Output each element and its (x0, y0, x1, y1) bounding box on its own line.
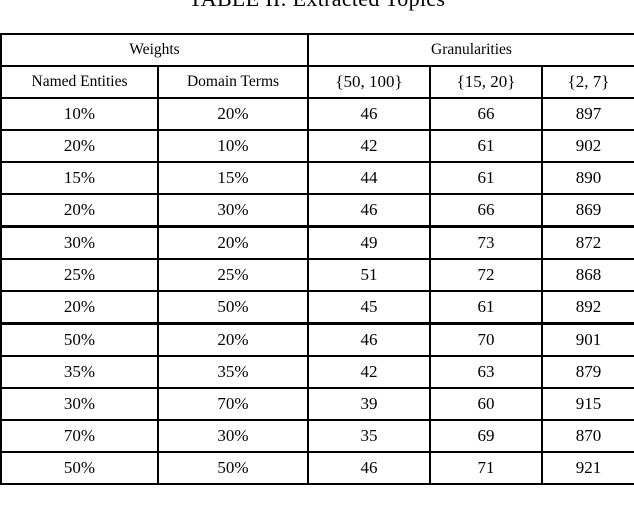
granularity-2-7-cell: 921 (541, 451, 634, 485)
table-row: 30% 70% 39 60 915 (0, 387, 634, 421)
domain-terms-cell: 50% (156, 451, 310, 485)
header-granularity-50-100: {50, 100} (307, 65, 432, 99)
domain-terms-cell: 30% (156, 419, 310, 453)
header-named-entities: Named Entities (0, 65, 159, 99)
table-row: 20% 10% 42 61 902 (0, 129, 634, 163)
granularity-50-100-cell: 46 (307, 451, 432, 485)
domain-terms-cell: 20% (156, 322, 310, 357)
granularity-15-20-cell: 72 (429, 258, 544, 292)
domain-terms-cell: 20% (156, 225, 310, 260)
domain-terms-cell: 10% (156, 129, 310, 163)
domain-terms-cell: 15% (156, 161, 310, 195)
granularity-50-100-cell: 46 (307, 193, 432, 228)
granularity-50-100-cell: 42 (307, 129, 432, 163)
header-granularity-15-20: {15, 20} (429, 65, 544, 99)
granularity-15-20-cell: 73 (429, 225, 544, 260)
domain-terms-cell: 20% (156, 97, 310, 131)
granularity-2-7-cell: 872 (541, 225, 634, 260)
domain-terms-cell: 25% (156, 258, 310, 292)
named-entities-cell: 20% (0, 129, 159, 163)
granularity-2-7-cell: 868 (541, 258, 634, 292)
granularity-15-20-cell: 61 (429, 290, 544, 325)
granularity-15-20-cell: 70 (429, 322, 544, 357)
granularity-15-20-cell: 61 (429, 161, 544, 195)
granularity-15-20-cell: 71 (429, 451, 544, 485)
header-column-row: Named Entities Domain Terms {50, 100} {1… (0, 65, 634, 99)
table-row: 50% 50% 46 71 921 (0, 451, 634, 485)
named-entities-cell: 25% (0, 258, 159, 292)
table-row: 25% 25% 51 72 868 (0, 258, 634, 292)
named-entities-cell: 35% (0, 355, 159, 389)
table-caption: TABLE II: Extracted Topics (0, 0, 634, 12)
granularity-50-100-cell: 44 (307, 161, 432, 195)
granularity-50-100-cell: 39 (307, 387, 432, 421)
table-row: 30% 20% 49 73 872 (0, 225, 634, 260)
domain-terms-cell: 50% (156, 290, 310, 325)
granularity-2-7-cell: 869 (541, 193, 634, 228)
extracted-topics-table: Weights Granularities Named Entities Dom… (0, 33, 634, 485)
granularity-15-20-cell: 66 (429, 193, 544, 228)
header-weights: Weights (0, 33, 310, 67)
granularity-15-20-cell: 61 (429, 129, 544, 163)
table-row: 20% 30% 46 66 869 (0, 193, 634, 228)
table-row: 70% 30% 35 69 870 (0, 419, 634, 453)
granularity-2-7-cell: 870 (541, 419, 634, 453)
named-entities-cell: 50% (0, 451, 159, 485)
granularity-2-7-cell: 890 (541, 161, 634, 195)
named-entities-cell: 30% (0, 387, 159, 421)
granularity-15-20-cell: 69 (429, 419, 544, 453)
header-group-row: Weights Granularities (0, 33, 634, 67)
header-granularity-2-7: {2, 7} (541, 65, 634, 99)
granularity-50-100-cell: 49 (307, 225, 432, 260)
header-granularities: Granularities (307, 33, 634, 67)
table-row: 50% 20% 46 70 901 (0, 322, 634, 357)
named-entities-cell: 15% (0, 161, 159, 195)
granularity-2-7-cell: 915 (541, 387, 634, 421)
granularity-15-20-cell: 63 (429, 355, 544, 389)
granularity-2-7-cell: 879 (541, 355, 634, 389)
table-row: 20% 50% 45 61 892 (0, 290, 634, 325)
granularity-50-100-cell: 42 (307, 355, 432, 389)
domain-terms-cell: 35% (156, 355, 310, 389)
granularity-15-20-cell: 60 (429, 387, 544, 421)
granularity-50-100-cell: 46 (307, 97, 432, 131)
granularity-2-7-cell: 892 (541, 290, 634, 325)
domain-terms-cell: 30% (156, 193, 310, 228)
named-entities-cell: 10% (0, 97, 159, 131)
domain-terms-cell: 70% (156, 387, 310, 421)
named-entities-cell: 30% (0, 225, 159, 260)
table-row: 10% 20% 46 66 897 (0, 97, 634, 131)
header-domain-terms: Domain Terms (156, 65, 310, 99)
named-entities-cell: 20% (0, 193, 159, 228)
granularity-50-100-cell: 46 (307, 322, 432, 357)
granularity-50-100-cell: 35 (307, 419, 432, 453)
granularity-15-20-cell: 66 (429, 97, 544, 131)
table-row: 35% 35% 42 63 879 (0, 355, 634, 389)
granularity-2-7-cell: 901 (541, 322, 634, 357)
table-row: 15% 15% 44 61 890 (0, 161, 634, 195)
named-entities-cell: 20% (0, 290, 159, 325)
granularity-2-7-cell: 902 (541, 129, 634, 163)
named-entities-cell: 70% (0, 419, 159, 453)
named-entities-cell: 50% (0, 322, 159, 357)
granularity-2-7-cell: 897 (541, 97, 634, 131)
granularity-50-100-cell: 51 (307, 258, 432, 292)
granularity-50-100-cell: 45 (307, 290, 432, 325)
